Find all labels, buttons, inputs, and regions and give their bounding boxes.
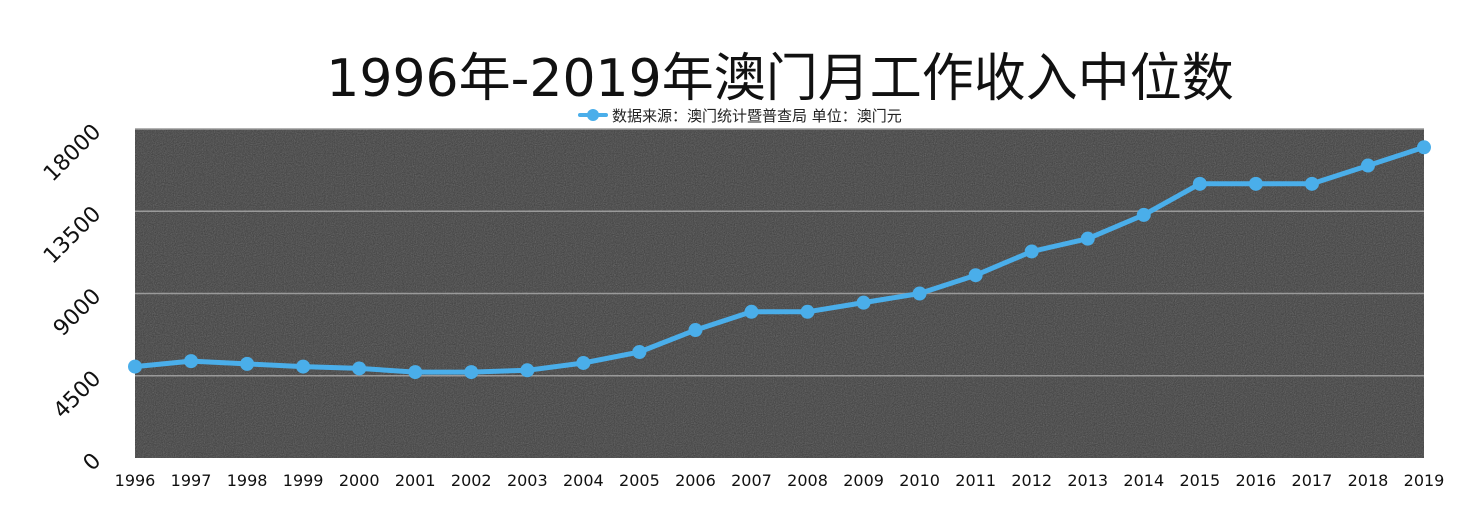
- x-tick-label: 2017: [1292, 471, 1333, 490]
- data-point: [632, 344, 647, 359]
- data-point: [128, 359, 142, 374]
- x-tick-label: 2005: [619, 471, 660, 490]
- data-point: [1080, 231, 1095, 246]
- data-point: [1360, 158, 1375, 173]
- x-tick-label: 2018: [1348, 471, 1389, 490]
- x-tick-label: 2008: [787, 471, 828, 490]
- x-tick-label: 2010: [899, 471, 940, 490]
- data-point: [184, 354, 199, 369]
- data-point: [1417, 140, 1431, 155]
- legend: 数据来源：澳门统计暨普查局 单位：澳门元: [578, 105, 902, 125]
- series-line: [132, 144, 1427, 375]
- x-tick-label: 2016: [1236, 471, 1277, 490]
- data-point: [576, 355, 591, 370]
- data-point: [1248, 176, 1263, 191]
- x-tick-label: 2000: [339, 471, 380, 490]
- data-point: [856, 295, 871, 310]
- legend-marker-icon: [578, 109, 608, 121]
- x-tick-label: 2009: [843, 471, 884, 490]
- x-tick-label: 2019: [1404, 471, 1445, 490]
- y-tick-label: 4500: [49, 366, 106, 423]
- x-tick-label: 1999: [283, 471, 324, 490]
- y-tick-label: 0: [79, 449, 107, 477]
- data-point: [1192, 176, 1207, 191]
- x-tick-label: 1998: [227, 471, 268, 490]
- x-tick-label: 2011: [955, 471, 996, 490]
- data-point: [912, 286, 927, 301]
- legend-label: 数据来源：澳门统计暨普查局 单位：澳门元: [612, 106, 902, 125]
- x-tick-label: 2001: [395, 471, 436, 490]
- y-tick-label: 9000: [49, 284, 106, 341]
- y-tick-label: 18000: [39, 120, 106, 187]
- y-tick-label: 13500: [39, 202, 106, 269]
- x-tick-label: 2013: [1067, 471, 1108, 490]
- data-point: [800, 304, 815, 319]
- x-tick-label: 2014: [1123, 471, 1164, 490]
- x-tick-label: 1996: [115, 471, 156, 490]
- data-point: [1136, 207, 1151, 222]
- data-point: [352, 361, 367, 376]
- data-point: [1024, 244, 1039, 259]
- x-tick-label: 2012: [1011, 471, 1052, 490]
- data-point: [688, 323, 703, 338]
- data-point: [240, 356, 255, 371]
- chart-title: 1996年-2019年澳门月工作收入中位数: [326, 49, 1234, 109]
- data-point: [520, 363, 535, 378]
- x-tick-label: 2004: [563, 471, 604, 490]
- x-tick-label: 2002: [451, 471, 492, 490]
- x-tick-label: 2006: [675, 471, 716, 490]
- x-tick-label: 2015: [1179, 471, 1220, 490]
- x-tick-label: 2003: [507, 471, 548, 490]
- x-tick-label: 2007: [731, 471, 772, 490]
- data-point: [968, 268, 983, 283]
- data-point: [464, 365, 479, 380]
- data-point: [744, 304, 759, 319]
- x-tick-label: 1997: [171, 471, 212, 490]
- data-point: [408, 365, 423, 380]
- data-point: [296, 359, 311, 374]
- data-point: [1304, 176, 1319, 191]
